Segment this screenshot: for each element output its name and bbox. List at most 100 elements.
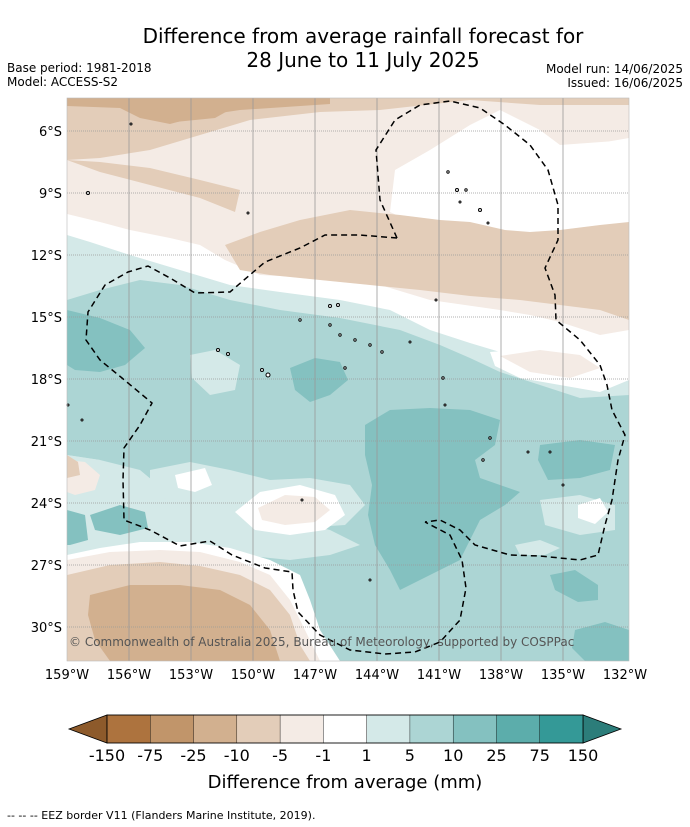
island [368,343,372,347]
island [441,376,445,380]
island [260,368,264,372]
issued-label: Issued: 16/06/2025 [567,76,683,90]
island [526,450,530,454]
colorbar-label: -150 [89,746,125,765]
colorbar-title: Difference from average (mm) [208,772,483,793]
islands [66,122,565,582]
colorbar-label: -75 [137,746,163,765]
title-line-2: 28 June to 11 July 2025 [246,48,480,72]
lon-label: 150°W [231,668,275,683]
island [353,338,357,342]
lat-label: 21°S [31,435,62,450]
island [408,340,412,344]
colorbar-label: -10 [224,746,250,765]
island [86,191,90,195]
eez-footnote: -- -- -- EEZ border V11 (Flanders Marine… [7,809,316,822]
colorbar-label: 150 [568,746,599,765]
field-pocket-4 [515,540,560,555]
island [216,348,220,352]
field-wet-pocket-2 [67,510,88,545]
colorbar-label: -25 [180,746,206,765]
colorbar: -150 -75 -25 -10 -5 -1 1 5 10 25 75 150 … [67,714,623,793]
island [486,221,490,225]
model-label: Model: ACCESS-S2 [7,75,119,89]
colorbar-labels: -150 -75 -25 -10 -5 -1 1 5 10 25 75 150 [89,746,598,765]
island [328,304,332,308]
island [455,188,459,192]
lon-label: 159°W [45,668,89,683]
lat-label: 12°S [31,249,62,264]
latitude-labels: 6°S 9°S 12°S 15°S 18°S 21°S 24°S 27°S 30… [31,125,62,636]
island [298,318,302,322]
field-wet-pocket-3 [550,570,598,602]
lat-label: 15°S [31,311,62,326]
lon-label: 132°W [603,668,647,683]
lat-label: 9°S [39,187,62,202]
lat-label: 30°S [31,621,62,636]
island [343,366,347,370]
field-light-brown-southeast [500,350,600,378]
field-dark-brown-south [88,585,280,661]
colorbar-label: 75 [530,746,550,765]
colorbar-frame [106,714,584,744]
colorbar-segment [150,714,195,744]
colorbar-end-low [67,714,108,744]
field-pocket-1 [190,350,240,395]
island [368,578,372,582]
lon-label: 141°W [417,668,461,683]
field-brown-band [225,210,629,320]
lon-label: 138°W [479,668,523,683]
island [488,436,492,440]
colorbar-label: 10 [443,746,463,765]
island [481,458,485,462]
lat-label: 27°S [31,559,62,574]
island [443,403,447,407]
field-white-east [560,138,629,170]
meta-right: Model run: 14/06/2025 Issued: 16/06/2025 [546,62,683,90]
colorbar-segment [193,714,238,744]
rainfall-map: © Commonwealth of Australia 2025, Bureau… [31,97,647,793]
colorbar-segment [106,714,151,744]
island [478,208,482,212]
meta-left: Base period: 1981-2018 Model: ACCESS-S2 [7,61,152,89]
island [265,372,271,378]
field-brown-pocket [258,495,330,525]
island [328,323,332,327]
island [129,122,133,126]
field-wet-10-25-east [365,408,520,590]
island [380,350,384,354]
colorbar-label: 5 [405,746,415,765]
island [464,188,468,192]
island [446,170,450,174]
island [300,498,304,502]
colorbar-label: 25 [486,746,506,765]
island [336,303,340,307]
colorbar-label: 1 [362,746,372,765]
field-wet-10-25-west [67,310,145,372]
base-period-label: Base period: 1981-2018 [7,61,152,75]
field-wet-pocket-1 [90,505,148,535]
colorbar-label: -1 [315,746,331,765]
colorbar-segment [539,714,584,744]
island [561,483,565,487]
rainfall-field [67,98,629,661]
colorbar-segment [409,714,454,744]
field-brown-patch [150,100,240,122]
map-frame [66,97,630,662]
field-wet-10-25-far-east [538,440,615,480]
colorbar-segment [496,714,541,744]
colorbar-segment [279,714,324,744]
colorbar-segment [452,714,497,744]
colorbar-segments [106,714,584,744]
island [80,418,84,422]
longitude-labels: 159°W 156°W 153°W 150°W 147°W 144°W 141°… [45,668,647,683]
island [548,450,552,454]
model-run-label: Model run: 14/06/2025 [545,62,683,76]
field-white-pocket-3 [578,498,608,524]
lon-label: 153°W [169,668,213,683]
map-title: Difference from average rainfall forecas… [0,24,690,72]
island [246,211,250,215]
lat-label: 18°S [31,373,62,388]
colorbar-segment [323,714,368,744]
title-line-1: Difference from average rainfall forecas… [142,24,584,48]
